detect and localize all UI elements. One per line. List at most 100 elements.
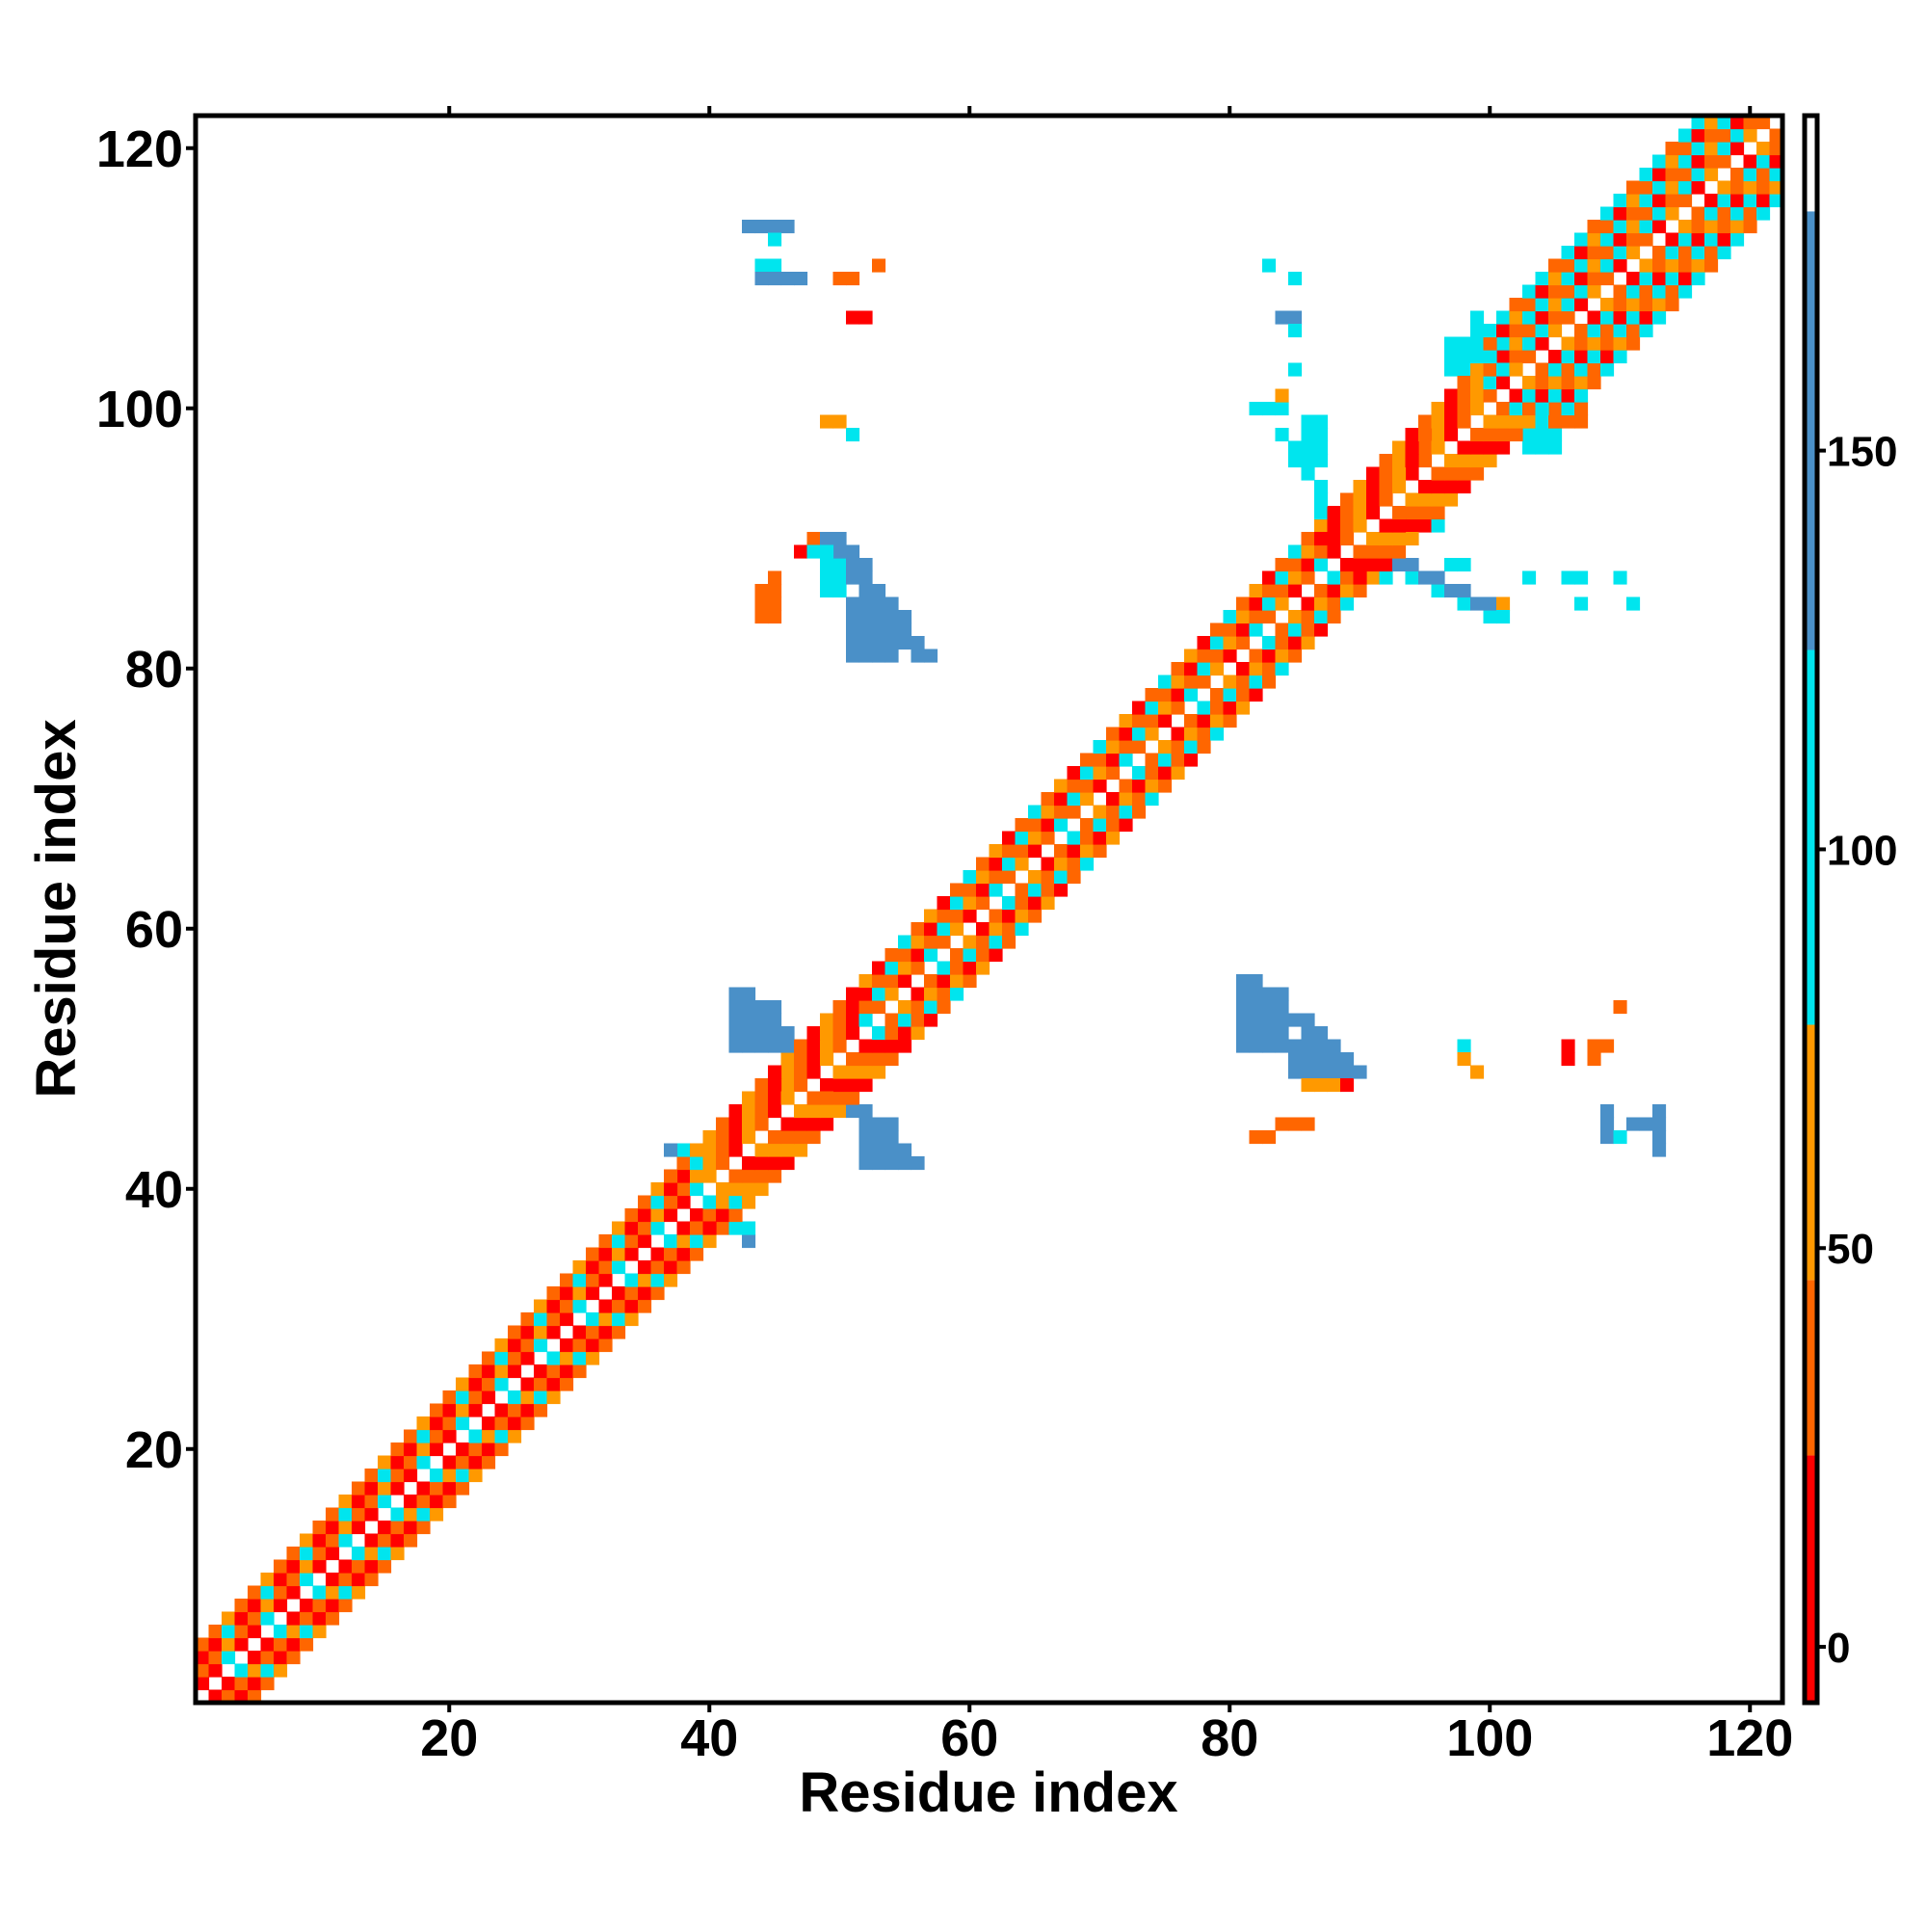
heatmap-cell [1145,766,1159,781]
heatmap-cell [1561,284,1575,299]
heatmap-cell [1717,246,1731,260]
heatmap-cell [1054,883,1069,897]
heatmap-cell [430,1403,444,1417]
heatmap-cell [846,1065,860,1079]
heatmap-cell [534,1325,548,1339]
heatmap-cell [846,310,860,325]
heatmap-cell [1262,987,1277,1001]
heatmap-cell [924,948,938,963]
heatmap-cell [390,1481,405,1495]
heatmap-cell [416,1481,431,1495]
heatmap-cell [1327,1052,1341,1067]
heatmap-cell [1639,168,1653,182]
heatmap-cell [1028,844,1043,859]
heatmap-cell [1314,480,1329,494]
heatmap-cell [650,1221,665,1235]
heatmap-cell [1379,558,1393,572]
heatmap-cell [1574,258,1589,273]
heatmap-cell [1457,480,1471,494]
heatmap-cell [1275,570,1289,585]
heatmap-cell [963,883,977,897]
heatmap-cell [1704,194,1719,208]
heatmap-cell [742,1169,756,1183]
heatmap-cell [1756,180,1771,195]
heatmap-cell [898,1156,912,1171]
heatmap-cell [560,1286,574,1301]
heatmap-cell [222,1625,236,1639]
heatmap-cell [1470,350,1485,364]
heatmap-cell [1249,987,1263,1001]
heatmap-cell [1717,206,1731,221]
heatmap-cell [1561,570,1575,585]
heatmap-cell [494,1403,509,1417]
heatmap-cell [1249,1039,1263,1053]
heatmap-cell [872,636,886,650]
heatmap-cell [1275,310,1289,325]
heatmap-cell [1301,414,1315,429]
heatmap-cell [1509,336,1523,351]
heatmap-cell [1288,310,1303,325]
heatmap-cell [989,857,1003,871]
heatmap-cell [950,974,964,989]
heatmap-cell [1574,570,1589,585]
heatmap-cell [1626,324,1641,338]
heatmap-cell [1548,258,1563,273]
heatmap-cell [884,1117,899,1131]
heatmap-cell [1080,818,1095,833]
heatmap-cell [1743,168,1757,182]
heatmap-cell [1457,1039,1471,1053]
heatmap-cell [832,570,847,585]
heatmap-cell [1522,428,1537,442]
heatmap-cell [1431,584,1445,598]
heatmap-cell [1613,298,1627,312]
heatmap-cell [858,1052,873,1067]
heatmap-cell [546,1286,561,1301]
heatmap-cell [468,1442,483,1457]
heatmap-cell [1028,805,1043,819]
heatmap-cell [364,1507,379,1522]
heatmap-cell [274,1599,288,1613]
heatmap-cell [924,648,938,663]
heatmap-cell [664,1169,678,1183]
heatmap-cell [780,1026,795,1041]
heatmap-cell [1314,454,1329,468]
heatmap-cell [858,570,873,585]
heatmap-cell [1327,570,1341,585]
heatmap-cell [1002,935,1016,949]
heatmap-cell [1470,376,1485,390]
heatmap-cell [884,610,899,624]
heatmap-cell [1600,1104,1615,1119]
heatmap-cell [884,948,899,963]
heatmap-cell [520,1416,535,1431]
heatmap-cell [274,1625,288,1639]
heatmap-cell [1197,662,1211,676]
heatmap-cell [1470,362,1485,377]
heatmap-cell [1236,1000,1251,1015]
heatmap-cell [1704,116,1719,130]
heatmap-cell [676,1195,691,1209]
heatmap-cell [794,1052,808,1067]
heatmap-cell [586,1286,600,1301]
heatmap-cell [1704,128,1719,143]
heatmap-cell [1574,336,1589,351]
heatmap-cell [1457,402,1471,416]
heatmap-cell [1301,428,1315,442]
heatmap-cell [794,1039,808,1053]
heatmap-cell [326,1611,340,1626]
heatmap-cell [1613,310,1627,325]
heatmap-cell [1522,336,1537,351]
heatmap-cell [702,1156,717,1171]
heatmap-cell [1535,414,1549,429]
heatmap-cell [1704,142,1719,156]
heatmap-cell [638,1286,652,1301]
heatmap-cell [1743,116,1757,130]
heatmap-cell [806,1117,821,1131]
heatmap-cell [390,1547,405,1561]
heatmap-cell [1730,194,1745,208]
heatmap-cell [1314,558,1329,572]
heatmap-cell [1210,622,1225,637]
heatmap-cell [196,1663,210,1678]
heatmap-cell [312,1533,327,1548]
heatmap-cell [572,1273,587,1287]
heatmap-cell [1366,492,1381,507]
